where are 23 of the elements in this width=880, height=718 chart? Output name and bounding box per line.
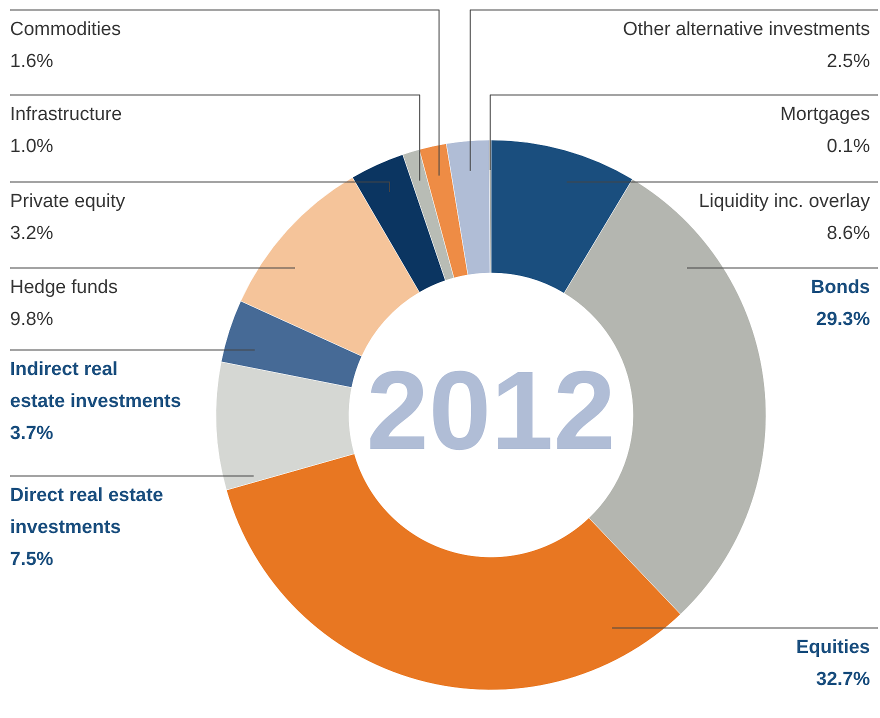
slice-label: Mortgages	[780, 104, 870, 125]
data-label: 9.8%	[10, 309, 54, 330]
slice-label: Liquidity inc. overlay	[698, 191, 870, 212]
data-label: 2.5%	[826, 51, 870, 72]
data-label: 7.5%	[10, 549, 54, 570]
slice-label: Private equity	[10, 191, 126, 212]
slice-label: Hedge funds	[10, 277, 118, 298]
data-label: 0.1%	[826, 136, 870, 157]
data-label: 3.2%	[10, 223, 54, 244]
slice-label: Direct real estate investments	[10, 485, 164, 538]
text: 2012	[366, 348, 616, 473]
data-label: 1.6%	[10, 51, 54, 72]
slice-label: Indirect real estate investments	[10, 359, 182, 412]
data-label: 1.0%	[10, 136, 54, 157]
slice-label: Bonds	[810, 277, 870, 298]
slice-label: Other alternative investments	[622, 19, 870, 40]
slice-label: Infrastructure	[10, 104, 122, 125]
data-label: 8.6%	[826, 223, 870, 244]
data-label: 29.3%	[816, 309, 870, 330]
data-label: 32.7%	[816, 669, 870, 690]
slice-label: Equities	[796, 637, 870, 658]
slice-label: Commodities	[10, 19, 121, 40]
data-label: 3.7%	[10, 423, 54, 444]
